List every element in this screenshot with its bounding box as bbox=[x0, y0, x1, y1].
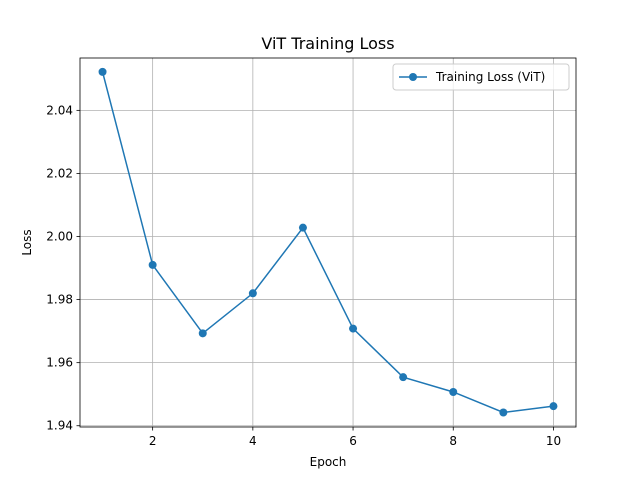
series-line bbox=[101, 71, 554, 414]
x-tick-label: 8 bbox=[449, 434, 457, 448]
legend-marker bbox=[409, 73, 417, 81]
y-tick-label: 1.98 bbox=[46, 293, 73, 307]
grid-lines bbox=[80, 58, 576, 427]
tick-layer: 2 4 6 8 10 1.94 1.96 1.98 2.00 2.02 2.04 bbox=[46, 103, 561, 448]
y-tick-label: 1.96 bbox=[46, 356, 73, 370]
chart-title: ViT Training Loss bbox=[261, 34, 394, 53]
data-point bbox=[449, 387, 458, 396]
x-tick-label: 6 bbox=[349, 434, 357, 448]
y-tick-label: 2.00 bbox=[46, 230, 73, 244]
y-axis-label: Loss bbox=[20, 229, 34, 255]
x-axis-label: Epoch bbox=[310, 455, 347, 469]
legend-label: Training Loss (ViT) bbox=[435, 70, 545, 84]
data-point bbox=[349, 324, 358, 333]
x-tick-label: 4 bbox=[249, 434, 257, 448]
axes-frame bbox=[79, 57, 577, 428]
y-tick-label: 1.94 bbox=[46, 419, 73, 433]
data-point bbox=[399, 373, 408, 382]
legend: Training Loss (ViT) bbox=[392, 63, 570, 91]
data-point bbox=[499, 408, 508, 417]
legend-box bbox=[392, 63, 570, 91]
series-layer bbox=[98, 67, 558, 417]
data-point bbox=[549, 402, 558, 411]
y-tick-label: 2.04 bbox=[46, 103, 73, 117]
data-point bbox=[248, 289, 257, 298]
data-point bbox=[198, 329, 207, 338]
x-tick-label: 10 bbox=[546, 434, 561, 448]
data-point bbox=[148, 260, 157, 269]
data-point bbox=[298, 223, 307, 232]
data-point bbox=[98, 67, 107, 76]
y-tick-label: 2.02 bbox=[46, 166, 73, 180]
x-tick-label: 2 bbox=[149, 434, 157, 448]
